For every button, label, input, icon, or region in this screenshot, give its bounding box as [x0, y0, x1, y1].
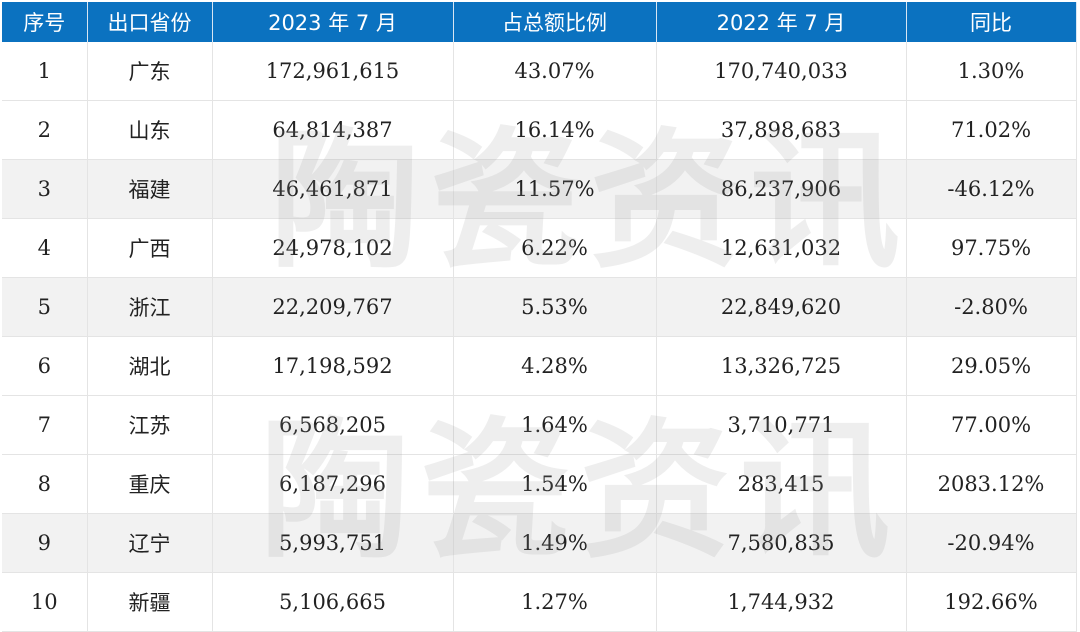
- cell-province: 山东: [87, 100, 213, 160]
- cell-yoy: 97.75%: [906, 218, 1077, 278]
- cell-index: 3: [2, 159, 88, 219]
- cell-yoy: -46.12%: [906, 159, 1077, 219]
- cell-2023: 5,993,751: [212, 513, 454, 573]
- cell-yoy: 29.05%: [906, 336, 1077, 396]
- cell-2022: 1,744,932: [656, 572, 907, 632]
- cell-2023: 6,568,205: [212, 395, 454, 455]
- cell-yoy: 192.66%: [906, 572, 1077, 632]
- cell-yoy: -20.94%: [906, 513, 1077, 573]
- cell-2022: 13,326,725: [656, 336, 907, 396]
- cell-province: 新疆: [87, 572, 213, 632]
- cell-share: 1.49%: [453, 513, 657, 573]
- col-header-index: 序号: [2, 2, 88, 42]
- table-row: 9 辽宁 5,993,751 1.49% 7,580,835 -20.94%: [2, 513, 1077, 573]
- cell-share: 1.27%: [453, 572, 657, 632]
- cell-index: 5: [2, 277, 88, 337]
- cell-index: 4: [2, 218, 88, 278]
- cell-2023: 24,978,102: [212, 218, 454, 278]
- col-header-province: 出口省份: [87, 2, 213, 42]
- cell-province: 江苏: [87, 395, 213, 455]
- cell-2022: 37,898,683: [656, 100, 907, 160]
- col-header-yoy: 同比: [906, 2, 1077, 42]
- table-row: 3 福建 46,461,871 11.57% 86,237,906 -46.12%: [2, 159, 1077, 219]
- cell-share: 5.53%: [453, 277, 657, 337]
- table-row: 5 浙江 22,209,767 5.53% 22,849,620 -2.80%: [2, 277, 1077, 337]
- cell-province: 湖北: [87, 336, 213, 396]
- cell-share: 6.22%: [453, 218, 657, 278]
- cell-province: 辽宁: [87, 513, 213, 573]
- table-row: 10 新疆 5,106,665 1.27% 1,744,932 192.66%: [2, 572, 1077, 632]
- cell-share: 11.57%: [453, 159, 657, 219]
- col-header-share: 占总额比例: [453, 2, 657, 42]
- col-header-2023: 2023 年 7 月: [212, 2, 454, 42]
- cell-province: 重庆: [87, 454, 213, 514]
- cell-2022: 170,740,033: [656, 42, 907, 101]
- table-row: 1 广东 172,961,615 43.07% 170,740,033 1.30%: [2, 42, 1077, 101]
- cell-2023: 5,106,665: [212, 572, 454, 632]
- table-row: 6 湖北 17,198,592 4.28% 13,326,725 29.05%: [2, 336, 1077, 396]
- cell-index: 8: [2, 454, 88, 514]
- cell-yoy: 1.30%: [906, 42, 1077, 101]
- cell-yoy: 71.02%: [906, 100, 1077, 160]
- cell-yoy: 77.00%: [906, 395, 1077, 455]
- table-row: 2 山东 64,814,387 16.14% 37,898,683 71.02%: [2, 100, 1077, 160]
- table-row: 7 江苏 6,568,205 1.64% 3,710,771 77.00%: [2, 395, 1077, 455]
- col-header-2022: 2022 年 7 月: [656, 2, 907, 42]
- cell-province: 广东: [87, 42, 213, 101]
- cell-2023: 172,961,615: [212, 42, 454, 101]
- cell-yoy: 2083.12%: [906, 454, 1077, 514]
- cell-2023: 22,209,767: [212, 277, 454, 337]
- cell-province: 浙江: [87, 277, 213, 337]
- cell-share: 1.54%: [453, 454, 657, 514]
- cell-2022: 12,631,032: [656, 218, 907, 278]
- cell-index: 2: [2, 100, 88, 160]
- cell-index: 9: [2, 513, 88, 573]
- cell-2022: 7,580,835: [656, 513, 907, 573]
- cell-2023: 46,461,871: [212, 159, 454, 219]
- table-row: 4 广西 24,978,102 6.22% 12,631,032 97.75%: [2, 218, 1077, 278]
- cell-yoy: -2.80%: [906, 277, 1077, 337]
- cell-share: 1.64%: [453, 395, 657, 455]
- cell-2023: 17,198,592: [212, 336, 454, 396]
- cell-2023: 64,814,387: [212, 100, 454, 160]
- cell-share: 16.14%: [453, 100, 657, 160]
- cell-2023: 6,187,296: [212, 454, 454, 514]
- cell-2022: 283,415: [656, 454, 907, 514]
- cell-province: 福建: [87, 159, 213, 219]
- cell-share: 43.07%: [453, 42, 657, 101]
- header-row: 序号 出口省份 2023 年 7 月 占总额比例 2022 年 7 月 同比: [2, 2, 1077, 42]
- cell-2022: 86,237,906: [656, 159, 907, 219]
- cell-province: 广西: [87, 218, 213, 278]
- table-row: 8 重庆 6,187,296 1.54% 283,415 2083.12%: [2, 454, 1077, 514]
- cell-index: 1: [2, 42, 88, 101]
- cell-index: 6: [2, 336, 88, 396]
- cell-share: 4.28%: [453, 336, 657, 396]
- cell-index: 7: [2, 395, 88, 455]
- cell-2022: 22,849,620: [656, 277, 907, 337]
- cell-2022: 3,710,771: [656, 395, 907, 455]
- cell-index: 10: [2, 572, 88, 632]
